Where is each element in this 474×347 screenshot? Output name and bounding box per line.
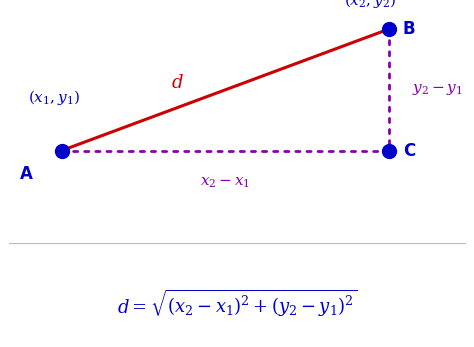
Point [385, 148, 392, 153]
Point [385, 26, 392, 32]
Text: $(x_1, y_1)$: $(x_1, y_1)$ [28, 88, 81, 107]
Text: $(x_2, y_2)$: $(x_2, y_2)$ [344, 0, 396, 10]
Text: $d = \sqrt{(x_2 - x_1)^2 + (y_2 - y_1)^2}$: $d = \sqrt{(x_2 - x_1)^2 + (y_2 - y_1)^2… [117, 287, 357, 319]
Text: B: B [403, 20, 416, 38]
Text: $d$: $d$ [172, 74, 184, 92]
Text: $y_2 - y_1$: $y_2 - y_1$ [412, 82, 463, 98]
Text: $x_2 - x_1$: $x_2 - x_1$ [200, 175, 250, 190]
Text: A: A [20, 165, 33, 183]
Text: C: C [403, 142, 415, 160]
Point [58, 148, 65, 153]
